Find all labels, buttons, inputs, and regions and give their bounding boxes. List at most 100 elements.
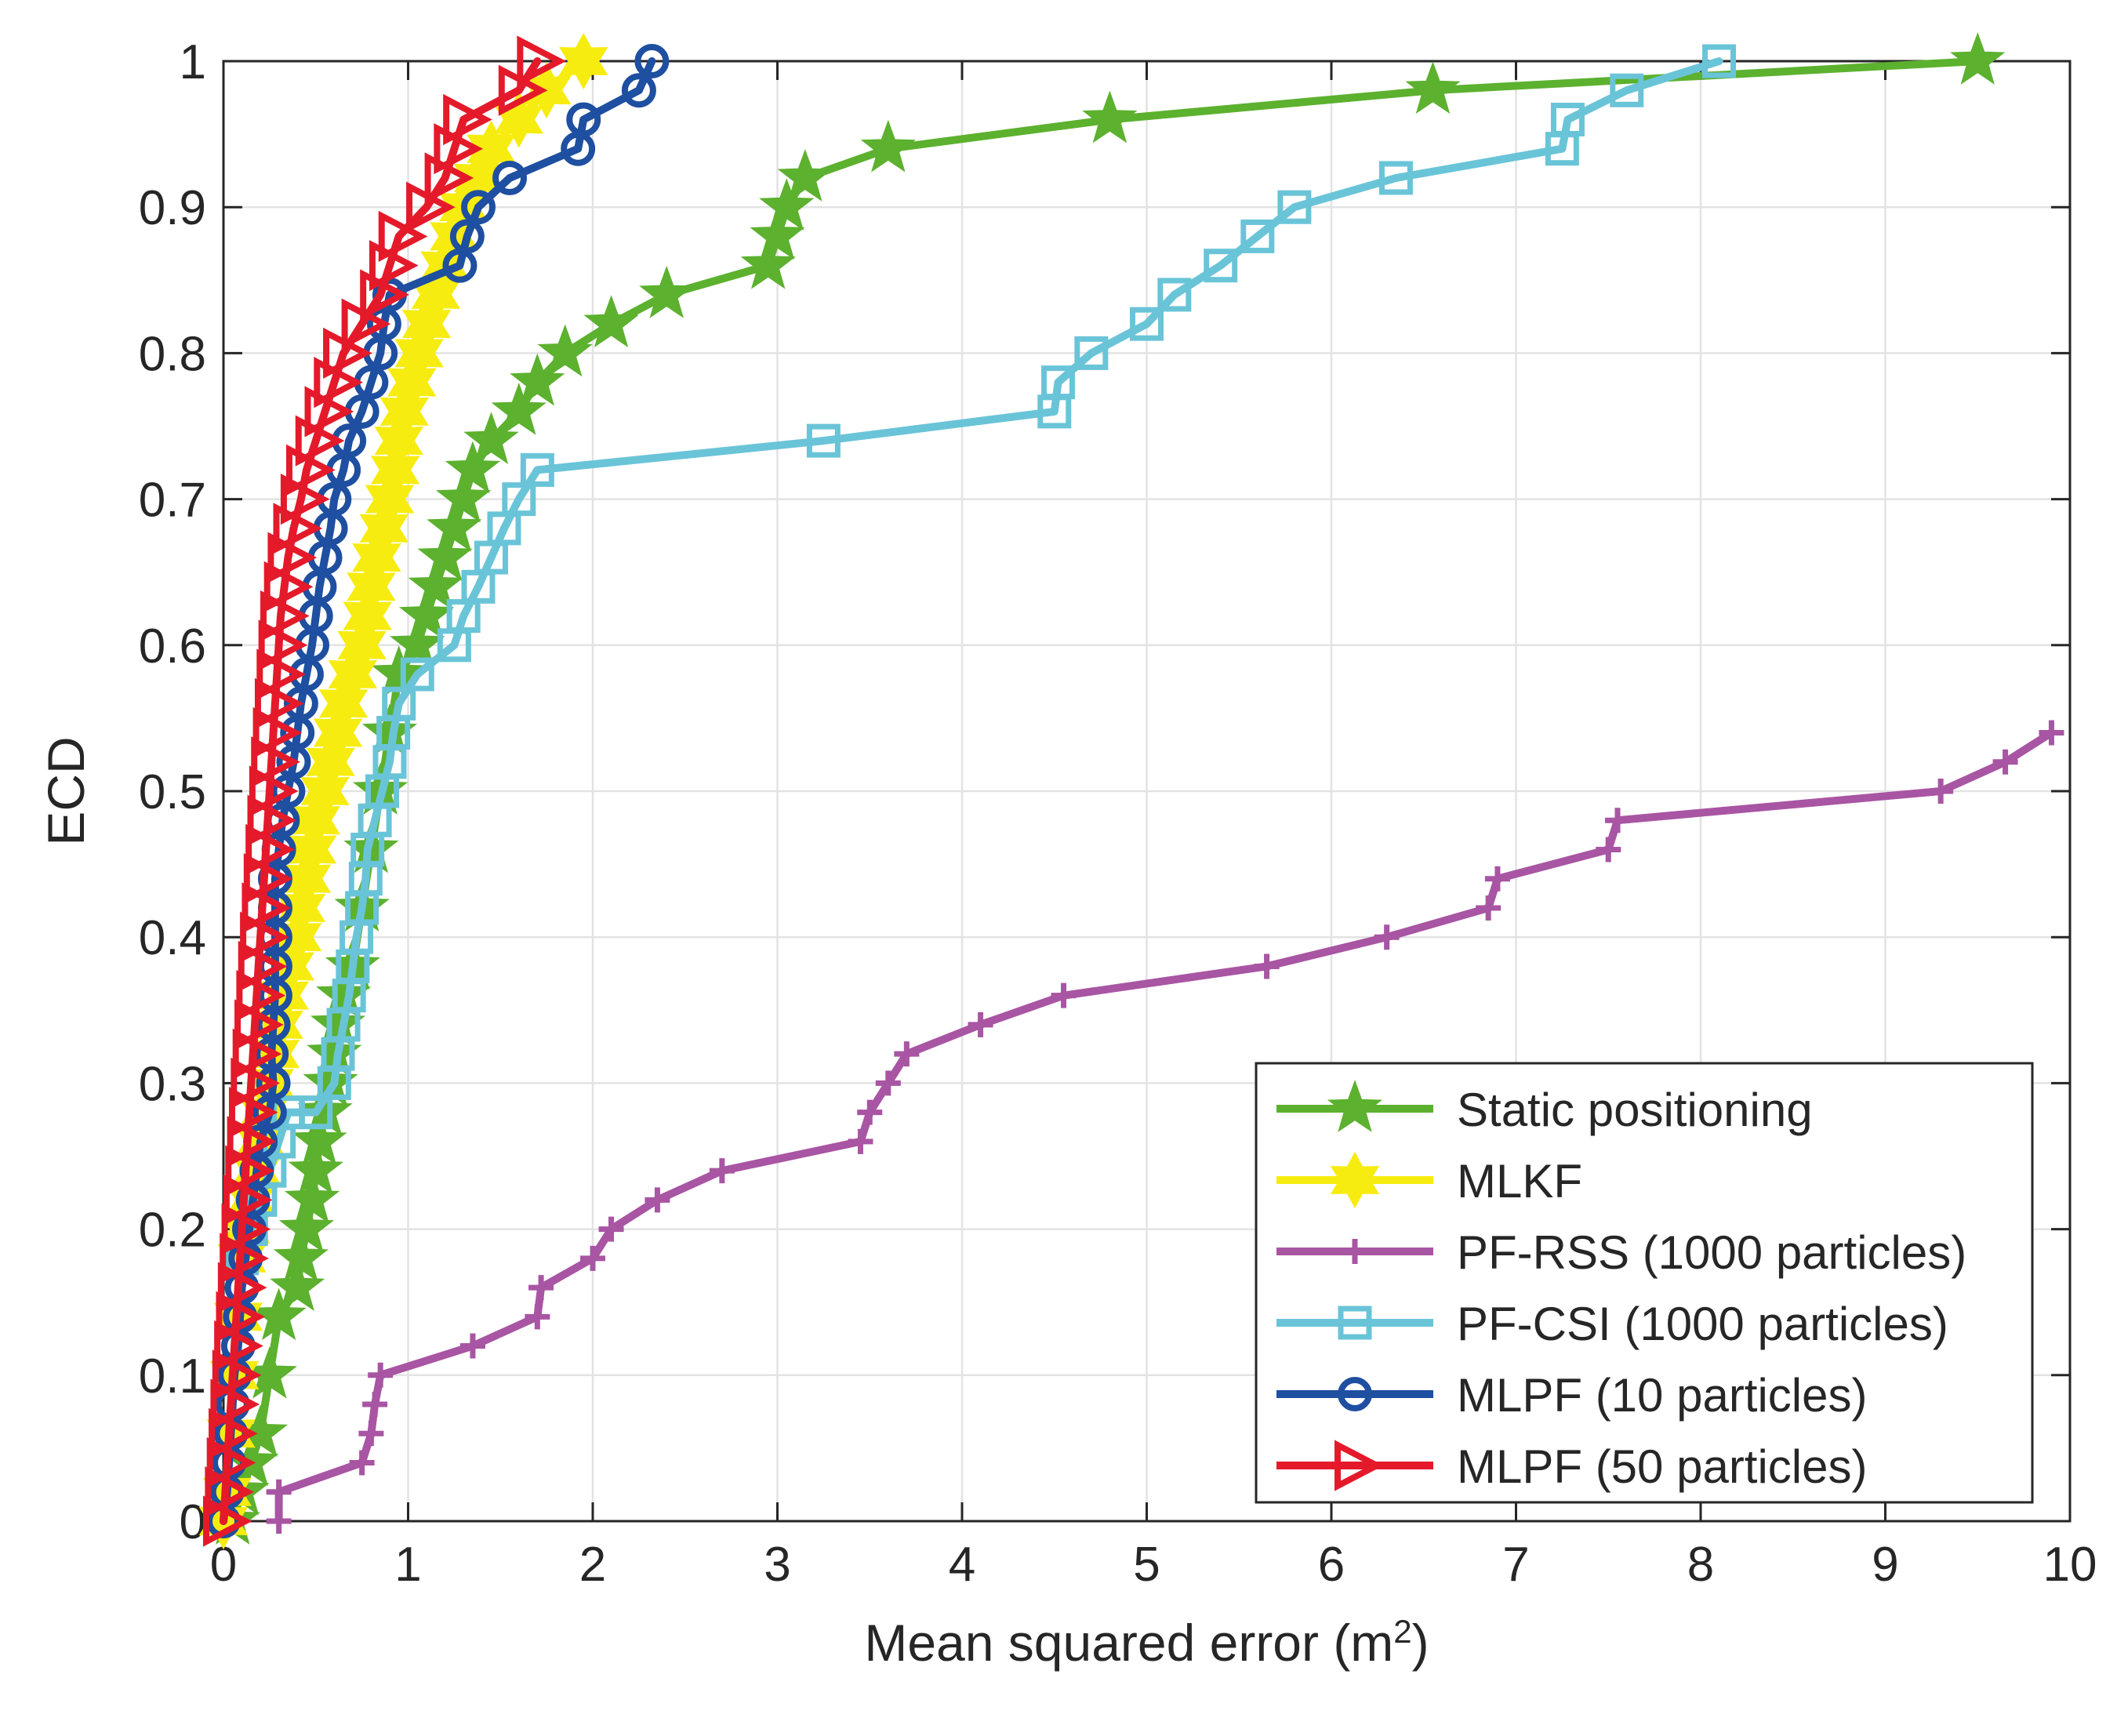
data-point <box>424 152 474 204</box>
data-point <box>1484 866 1510 892</box>
data-point <box>1130 307 1164 341</box>
data-point <box>372 745 407 779</box>
data-point <box>463 412 519 464</box>
data-point <box>221 1204 271 1255</box>
data-point <box>621 73 656 108</box>
data-point <box>359 499 409 557</box>
legend-label: MLPF (50 particles) <box>1457 1440 1867 1493</box>
legend-entry: PF-RSS (1000 particles) <box>1276 1226 1966 1279</box>
data-point <box>267 532 318 583</box>
data-point <box>349 1450 375 1476</box>
legend-entry: MLPF (50 particles) <box>1276 1440 1867 1493</box>
data-point <box>558 32 608 90</box>
x-axis-label: Mean squared error (m2) <box>864 1613 1429 1672</box>
x-tick-label: 7 <box>1502 1538 1529 1592</box>
legend-marker <box>1334 1440 1384 1491</box>
data-point <box>234 999 284 1051</box>
data-point <box>2039 720 2064 746</box>
data-point <box>220 1233 269 1284</box>
legend-marker <box>1330 1151 1380 1209</box>
data-point <box>580 1245 605 1271</box>
data-point <box>860 119 916 173</box>
data-point <box>634 44 670 78</box>
data-point <box>806 423 841 458</box>
data-point <box>306 733 355 790</box>
data-point <box>394 325 444 382</box>
data-point <box>848 1128 873 1154</box>
data-point <box>368 1362 394 1388</box>
data-point <box>875 1070 901 1096</box>
data-point <box>528 1275 554 1301</box>
data-point <box>350 832 385 866</box>
series-line <box>274 728 2056 1525</box>
data-point <box>360 269 409 321</box>
series-line <box>238 57 1723 1262</box>
data-point <box>1254 953 1280 979</box>
legend-label: PF-CSI (1000 particles) <box>1457 1298 1948 1350</box>
data-point <box>437 628 471 663</box>
data-point <box>260 590 310 642</box>
data-point <box>598 1216 624 1242</box>
data-point <box>1405 61 1461 114</box>
data-point <box>537 324 593 377</box>
data-point <box>206 1436 256 1489</box>
data-point <box>228 1087 278 1139</box>
data-point <box>223 1174 273 1226</box>
data-point <box>245 823 295 876</box>
data-point <box>759 178 815 231</box>
data-point <box>1082 90 1138 143</box>
data-point <box>314 357 363 409</box>
data-point <box>251 1287 307 1341</box>
data-point <box>434 123 484 175</box>
data-point <box>340 920 374 954</box>
data-point <box>205 1466 255 1518</box>
x-tick-label: 8 <box>1687 1538 1714 1592</box>
x-axis-label-superscript: 2 <box>1393 1613 1411 1650</box>
data-point <box>400 657 434 692</box>
legend-marker <box>1338 1377 1372 1411</box>
data-point <box>390 616 445 669</box>
data-point <box>266 1479 292 1505</box>
data-point <box>332 979 366 1013</box>
y-tick-label: 0.7 <box>139 474 206 528</box>
x-axis-label-suffix: ) <box>1412 1614 1429 1672</box>
data-point <box>247 794 297 846</box>
legend-marker <box>1327 1080 1383 1132</box>
data-point <box>446 599 481 634</box>
data-point <box>243 853 293 905</box>
data-point <box>358 1421 384 1447</box>
y-tick-label: 0 <box>180 1495 206 1549</box>
data-point <box>1240 219 1275 253</box>
data-point <box>427 499 482 552</box>
data-point <box>645 1187 670 1213</box>
data-point <box>217 1262 267 1313</box>
y-tick-label: 1 <box>180 35 206 89</box>
y-axis-label: ECD <box>37 736 95 845</box>
data-point <box>352 529 401 587</box>
y-tick-label: 0.4 <box>139 911 206 965</box>
data-point <box>328 645 378 703</box>
data-point <box>337 616 387 674</box>
data-point <box>365 774 400 808</box>
legend-label: MLPF (10 particles) <box>1457 1369 1867 1422</box>
data-point <box>857 1099 883 1125</box>
data-point <box>583 295 639 348</box>
data-point <box>1037 394 1072 429</box>
data-point <box>894 1041 920 1067</box>
data-point <box>231 1057 280 1109</box>
data-point <box>449 219 485 254</box>
data-point <box>401 296 452 353</box>
data-point <box>280 474 330 525</box>
data-point <box>487 511 521 546</box>
data-point <box>566 102 601 137</box>
series-4 <box>225 44 1737 1276</box>
data-point <box>256 648 306 700</box>
legend: Static positioning MLKF PF-RSS (1000 parti… <box>1255 1062 2034 1504</box>
data-point <box>251 736 300 788</box>
data-point <box>236 970 286 1022</box>
data-point <box>252 706 303 759</box>
data-point <box>347 558 396 616</box>
series-layer <box>198 32 2064 1550</box>
data-point <box>313 704 363 761</box>
data-point <box>525 1304 550 1330</box>
